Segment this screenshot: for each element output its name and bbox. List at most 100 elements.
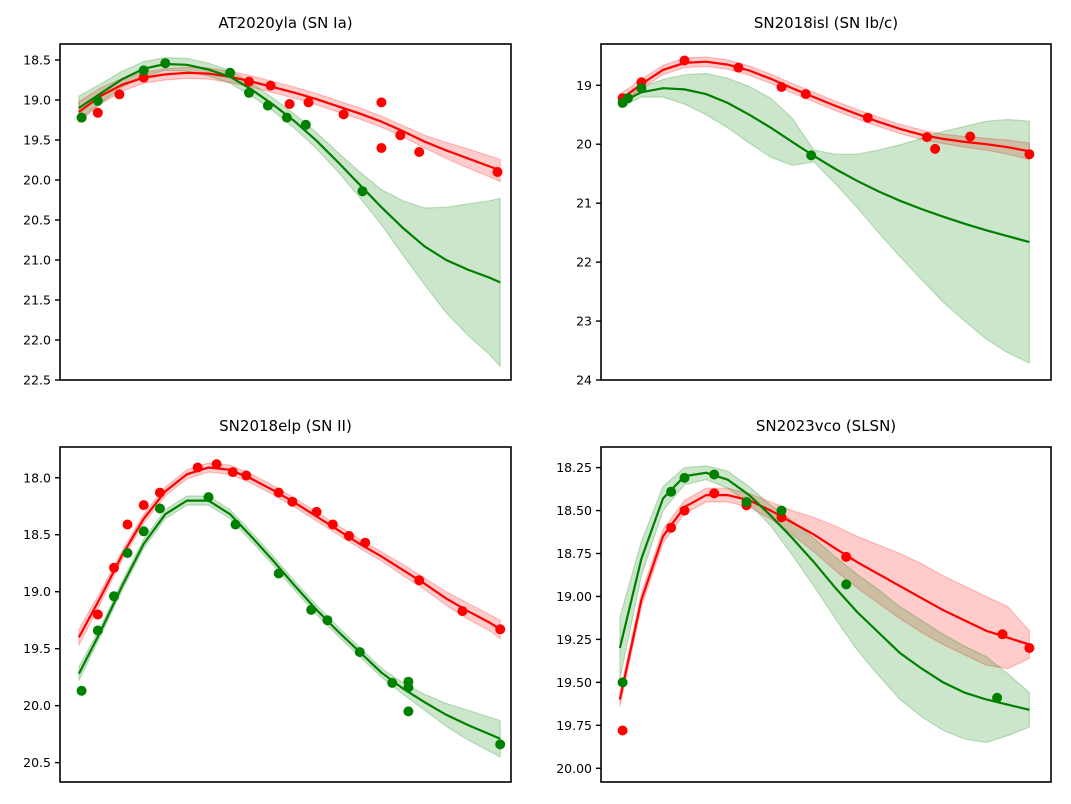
subplot-title: SN2023vco (SLSN)	[756, 417, 896, 435]
r-band-point	[1024, 643, 1035, 653]
r-band-point	[679, 505, 690, 516]
g-band-point	[617, 677, 628, 688]
y-tick-label: 21.5	[23, 293, 51, 308]
axes-frame	[600, 446, 1052, 783]
r-band-point	[92, 609, 103, 620]
g-band-point	[354, 647, 365, 658]
y-tick-label: 20.0	[23, 698, 51, 713]
y-tick-label: 19.0	[23, 584, 51, 599]
r-band-point	[733, 62, 744, 73]
r-band-point	[287, 496, 298, 507]
y-tick-label: 19.50	[556, 675, 592, 690]
y-tick-label: 19.25	[556, 632, 592, 647]
g-band-point	[403, 706, 414, 717]
y-tick-label: 24	[576, 373, 592, 388]
g-band-point	[776, 505, 787, 516]
r-band-point	[862, 112, 873, 123]
g-band-point	[841, 579, 852, 590]
subplot-sn2023vco: SN2023vco (SLSN) 18.25 18.50 18.75 19.00 19.…	[556, 417, 1052, 783]
g-band-point	[76, 112, 87, 123]
r-band-point	[1024, 149, 1035, 160]
g-band-point	[403, 682, 414, 693]
g-band-point	[225, 67, 236, 78]
subplot-title: SN2018isl (SN Ib/c)	[754, 14, 898, 32]
r-band-point	[344, 530, 354, 541]
y-tick-label: 20.5	[23, 213, 51, 228]
r-band-point	[360, 537, 371, 548]
g-band-point	[92, 625, 103, 636]
g-band-fit-line	[619, 87, 1030, 244]
r-band-point	[227, 467, 238, 478]
r-band-point	[457, 606, 468, 617]
g-band-point	[992, 692, 1003, 703]
g-band-point	[122, 548, 133, 558]
r-band-point	[617, 725, 628, 736]
r-band-point	[244, 76, 254, 87]
g-band-point	[109, 591, 119, 602]
y-tick-label: 23	[576, 314, 592, 329]
r-band-point	[109, 562, 119, 573]
g-band-point	[306, 604, 317, 615]
g-band-point	[322, 615, 333, 626]
g-band-uncertainty	[78, 495, 501, 758]
g-band-point	[138, 65, 149, 76]
r-band-point	[122, 519, 133, 530]
g-band-point	[387, 677, 398, 688]
g-band-fit-line	[78, 62, 501, 284]
g-band-point	[92, 95, 103, 106]
r-band-point	[997, 629, 1008, 640]
r-band-point	[679, 55, 690, 66]
r-band-point	[395, 130, 406, 141]
r-band-fit-line	[618, 494, 1030, 700]
y-tick-label: 18.75	[556, 546, 592, 561]
y-tick-label: 19.00	[556, 589, 592, 604]
r-band-point	[138, 500, 149, 511]
r-band-point	[211, 459, 222, 470]
g-band-point	[262, 100, 273, 111]
g-band-point	[160, 58, 171, 69]
y-tick-label: 19.0	[23, 93, 51, 108]
g-band-point	[76, 685, 87, 696]
subplot-sn2018elp: SN2018elp (SN II) 18.0 18.5 19.0 19.5 20.0 20…	[23, 417, 512, 783]
g-band-point	[622, 93, 633, 104]
axes-frame	[59, 43, 512, 381]
g-band-point	[300, 119, 311, 130]
y-tick-label: 20.5	[23, 755, 51, 770]
axes-frame	[600, 43, 1052, 381]
subplot-at2020yla: AT2020yla (SN Ia) 18.5 19.0 19.5 20.0 20.5 21…	[23, 14, 512, 388]
y-tick-label: 19.75	[556, 718, 592, 733]
r-band-point	[192, 462, 203, 473]
y-tick-label: 22.0	[23, 333, 51, 348]
g-band-point	[244, 87, 254, 98]
r-band-point	[92, 107, 103, 118]
y-tick-label: 22	[576, 255, 592, 270]
r-band-point	[327, 519, 338, 530]
y-tick-label: 18.5	[23, 527, 51, 542]
y-tick-label: 20.00	[556, 761, 592, 776]
y-tick-label: 19.5	[23, 641, 51, 656]
g-band-point	[357, 186, 368, 197]
r-band-uncertainty	[78, 462, 501, 646]
r-band-point	[273, 487, 284, 498]
g-band-fit-line	[77, 499, 501, 740]
y-tick-label: 21.0	[23, 253, 51, 268]
subplot-title: SN2018elp (SN II)	[219, 417, 352, 435]
subplot-sn2018isl: SN2018isl (SN Ib/c) 19 20 21 22 23 24	[576, 14, 1052, 388]
g-band-point	[230, 519, 241, 530]
r-band-point	[241, 470, 252, 481]
y-tick-label: 20	[576, 137, 592, 152]
r-band-point	[495, 624, 506, 635]
g-band-point	[154, 503, 165, 514]
subplot-title: AT2020yla (SN Ia)	[218, 14, 352, 32]
r-band-fit-line	[78, 71, 501, 172]
r-band-point	[138, 72, 149, 83]
r-band-point	[930, 143, 941, 154]
g-band-point	[281, 112, 292, 123]
y-tick-label: 20.0	[23, 173, 51, 188]
y-tick-label: 18.5	[23, 53, 51, 68]
r-band-point	[709, 488, 720, 499]
r-band-point	[922, 132, 932, 143]
r-band-point	[414, 575, 425, 586]
g-band-point	[138, 526, 149, 537]
